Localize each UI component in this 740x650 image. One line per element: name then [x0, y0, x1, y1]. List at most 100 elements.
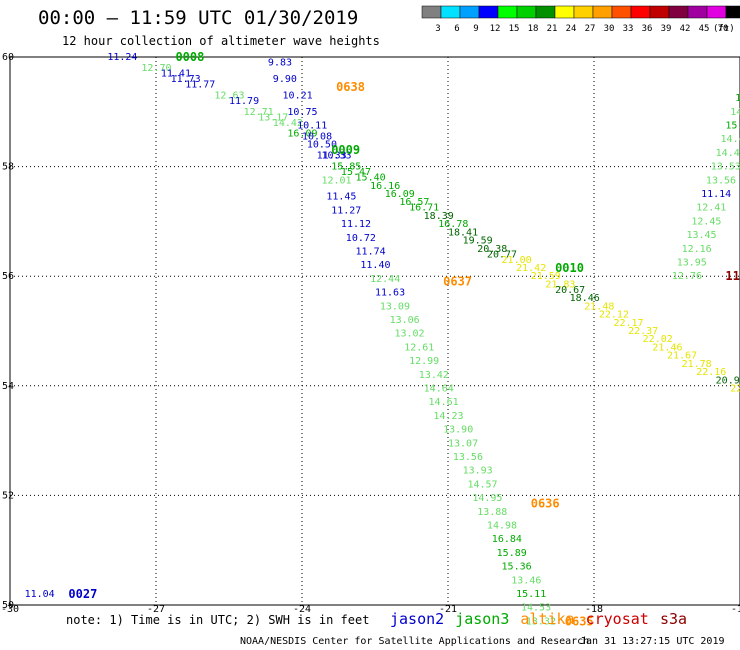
- swh-value: 10.50: [307, 140, 337, 151]
- swh-value: 15.30: [735, 93, 740, 104]
- colorbar-label: 27: [585, 24, 596, 34]
- colorbar-label: 33: [623, 24, 634, 34]
- data-points: 11.24 12.7011.4111.7311.7712.6311.7912.71…: [25, 52, 740, 627]
- swh-value: 13.88: [477, 507, 507, 518]
- x-tick-label: -15: [731, 604, 740, 615]
- pass-time-labels: 0008063800090010063700110636063511590027: [68, 50, 740, 628]
- swh-value: 14.41: [716, 148, 740, 159]
- swh-value: 14.23: [433, 411, 463, 422]
- colorbar-swatch: [592, 5, 613, 19]
- y-tick-label: 52: [2, 490, 14, 501]
- swh-value: 21.83: [545, 279, 575, 290]
- colorbar-swatch: [725, 5, 740, 19]
- colorbar-swatch: [516, 5, 537, 19]
- swh-value: 9.90: [273, 74, 297, 85]
- x-tick-label: -27: [147, 604, 165, 615]
- swh-value: 21.67: [667, 351, 697, 362]
- colorbar-label: 3: [435, 24, 440, 34]
- chart-subtitle: 12 hour collection of altimeter wave hei…: [62, 34, 380, 48]
- swh-value: 16.09: [385, 189, 415, 200]
- swh-value: 15.49: [725, 121, 740, 132]
- colorbar-swatch: [459, 5, 480, 19]
- swh-value: 12.16: [682, 244, 712, 255]
- swh-value: 13.06: [390, 315, 420, 326]
- swh-value: 16.84: [492, 534, 522, 545]
- swh-value: 20.97: [716, 375, 740, 386]
- colorbar-swatch: [440, 5, 461, 19]
- pass-time-label: 0635: [565, 614, 594, 628]
- swh-value: 19.59: [463, 236, 493, 247]
- swh-value: 21.48: [584, 301, 614, 312]
- swh-value: 11.74: [356, 247, 386, 258]
- swh-value: 11.45: [326, 192, 356, 203]
- swh-value: 10.75: [287, 107, 317, 118]
- swh-value: 13.17: [258, 112, 288, 123]
- colorbar-label: 15: [509, 24, 520, 34]
- swh-value: 18.46: [570, 293, 600, 304]
- colorbar-swatch: [573, 5, 594, 19]
- swh-value: 18.41: [448, 227, 478, 238]
- swh-value: 15.36: [502, 562, 532, 573]
- swh-value: 13.45: [686, 230, 716, 241]
- pass-time-label: 0636: [531, 497, 560, 511]
- swh-value: 13.32: [526, 616, 556, 627]
- y-tick-label: 50: [2, 600, 14, 611]
- swh-value: 12.63: [214, 90, 244, 101]
- swh-value: 22.37: [628, 326, 658, 337]
- swh-value: 11.27: [331, 205, 361, 216]
- pass-time-label: 1159: [725, 269, 740, 283]
- swh-value: 11.24: [107, 52, 137, 63]
- swh-value: 15.85: [331, 162, 361, 173]
- swh-value: 15.11: [516, 589, 546, 600]
- swh-value: 12.71: [244, 107, 274, 118]
- swh-value: 14.95: [472, 493, 502, 504]
- satellite-name: jason2: [390, 610, 444, 628]
- swh-value: 12.01: [321, 175, 351, 186]
- colorbar-swatch: [668, 5, 689, 19]
- swh-value: 21.42: [516, 263, 546, 274]
- swh-value: 20.38: [477, 244, 507, 255]
- swh-value: 16.16: [370, 181, 400, 192]
- swh-value: 14.44: [721, 134, 740, 145]
- swh-value: 16.09: [287, 129, 317, 140]
- x-tick-label: -21: [439, 604, 457, 615]
- colorbar-unit: (ft): [713, 24, 735, 34]
- swh-value: 13.46: [511, 575, 541, 586]
- colorbar-label: 24: [566, 24, 577, 34]
- swh-value: 22.02: [643, 334, 673, 345]
- swh-value: 12.61: [404, 342, 434, 353]
- swh-value: 13.56: [706, 175, 736, 186]
- satellite-name: altika: [520, 610, 574, 628]
- swh-value: 20.67: [555, 285, 585, 296]
- swh-value: 11.73: [171, 74, 201, 85]
- colorbar-label: 45: [699, 24, 710, 34]
- swh-value: 13.02: [394, 329, 424, 340]
- swh-value: 16.71: [409, 203, 439, 214]
- swh-value: 11.14: [701, 189, 731, 200]
- swh-value: 14.42: [273, 118, 303, 129]
- swh-value: 11.77: [185, 79, 215, 90]
- swh-value: 13.42: [419, 370, 449, 381]
- colorbar-swatch: [421, 5, 442, 19]
- swh-value: 13.07: [448, 438, 478, 449]
- swh-value: 15.47: [341, 167, 371, 178]
- y-tick-label: 54: [2, 381, 14, 392]
- pass-time-label: 0637: [443, 275, 472, 289]
- colorbar-swatch: [554, 5, 575, 19]
- swh-value: 14.90: [730, 107, 740, 118]
- color-legend: 3 6 9 12 15 18 21 24 27 30 33 36 39 42 45 70: [421, 5, 740, 34]
- swh-value: 22.12: [599, 310, 629, 321]
- swh-value: 22.16: [696, 367, 726, 378]
- plot-frame: [9, 56, 740, 606]
- satellite-name: s3a: [660, 610, 687, 628]
- swh-value: 14.53: [521, 603, 551, 614]
- chart-title: 00:00 – 11:59 UTC 01/30/2019: [38, 7, 358, 29]
- swh-value: 13.90: [443, 425, 473, 436]
- x-tick-label: -30: [1, 604, 19, 615]
- swh-value: 13.56: [453, 452, 483, 463]
- swh-value: 12.76: [672, 271, 702, 282]
- swh-value: 13.09: [380, 301, 410, 312]
- colorbar-label: 9: [473, 24, 478, 34]
- swh-value: 15.40: [356, 173, 386, 184]
